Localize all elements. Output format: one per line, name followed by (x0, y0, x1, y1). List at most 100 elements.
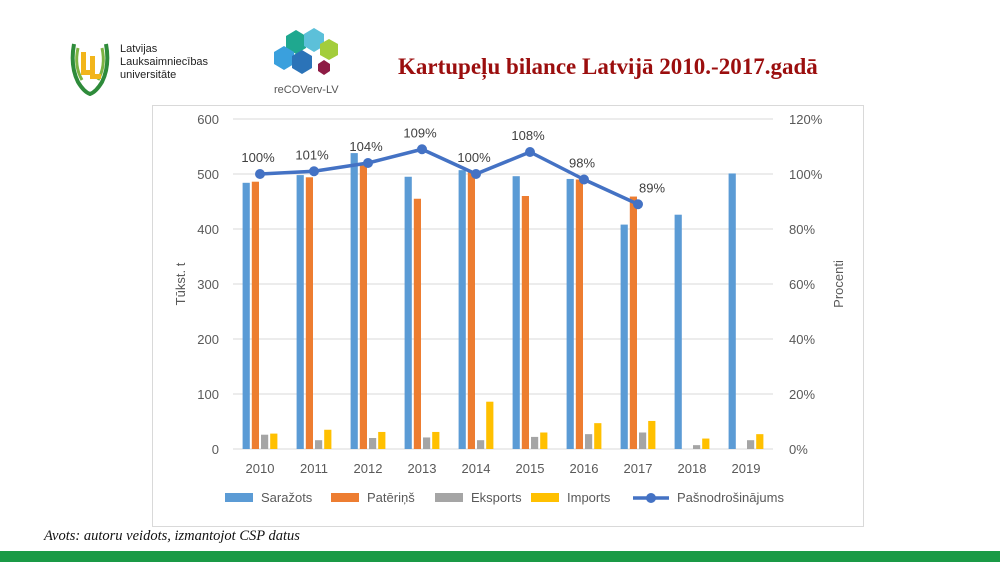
data-label: 98% (569, 156, 595, 171)
data-label: 101% (295, 147, 329, 162)
data-label: 100% (457, 150, 491, 165)
bar-imports-2017 (648, 420, 656, 449)
line-point-2013 (417, 144, 427, 155)
wheat-ll-emblem-icon (70, 43, 110, 97)
legend-swatch (435, 493, 463, 502)
bar-imports-2011 (324, 429, 332, 449)
bar-patēriņš-2011 (305, 177, 313, 450)
bar-saražots-2014 (458, 170, 466, 449)
bar-patēriņš-2017 (629, 196, 637, 449)
bar-eksports-2014 (477, 440, 485, 449)
bar-saražots-2016 (566, 178, 574, 449)
chart: 0 100 200 300 400 500 600 0% 20% 40% 60% 80% 100% 120… (173, 112, 846, 505)
x-tick-label: 2015 (516, 461, 545, 476)
legend-label: Saražots (261, 490, 313, 505)
bottom-bar (0, 551, 1000, 562)
y-right-tick-label: 120% (789, 112, 823, 127)
legend-marker (646, 493, 656, 503)
legend-swatch (531, 493, 559, 502)
bar-eksports-2010 (261, 434, 269, 449)
bar-imports-2018 (702, 438, 710, 449)
bar-imports-2014 (486, 401, 494, 449)
bar-eksports-2013 (423, 437, 431, 449)
legend-label: Pašnodrošinājums (677, 490, 784, 505)
bar-eksports-2011 (315, 440, 323, 449)
bar-patēriņš-2016 (575, 179, 583, 449)
bar-patēriņš-2014 (467, 172, 475, 449)
bar-imports-2010 (270, 433, 278, 449)
x-tick-label: 2016 (570, 461, 599, 476)
bar-eksports-2017 (639, 432, 647, 449)
data-label: 100% (241, 150, 275, 165)
bar-eksports-2015 (531, 436, 539, 449)
x-tick-label: 2012 (354, 461, 383, 476)
bar-patēriņš-2012 (359, 163, 367, 449)
x-tick-label: 2013 (408, 461, 437, 476)
line-point-2014 (471, 169, 481, 179)
x-tick-label: 2017 (624, 461, 653, 476)
y-right-tick-label: 80% (789, 222, 815, 237)
bar-saražots-2012 (350, 153, 358, 449)
bar-eksports-2018 (693, 445, 701, 449)
legend-label: Imports (567, 490, 611, 505)
legend-swatch (225, 493, 253, 502)
bar-saražots-2019 (728, 173, 736, 449)
project-brand: reCOVerv-LV (274, 84, 339, 96)
bar-eksports-2012 (369, 438, 377, 449)
legend-label: Eksports (471, 490, 522, 505)
y-right-tick-label: 0% (789, 442, 808, 457)
y-right-tick-label: 20% (789, 387, 815, 402)
line-point-2012 (363, 158, 373, 168)
y-right-tick-label: 60% (789, 277, 815, 292)
bar-patēriņš-2013 (413, 198, 421, 449)
line-point-2010 (255, 169, 265, 179)
y-left-tick-label: 400 (197, 222, 219, 237)
y-left-tick-label: 600 (197, 112, 219, 127)
y-left-tick-label: 100 (197, 387, 219, 402)
bar-patēriņš-2015 (521, 196, 529, 449)
bar-imports-2016 (594, 423, 602, 449)
bar-imports-2013 (432, 431, 440, 449)
legend-swatch (331, 493, 359, 502)
bar-imports-2015 (540, 432, 548, 449)
bar-eksports-2016 (585, 434, 593, 449)
y-left-tick-label: 500 (197, 167, 219, 182)
y-right-axis-label: Procenti (831, 260, 846, 308)
university-logo: Latvijas Lauksaimniecības universitāte (66, 38, 246, 98)
bar-saražots-2010 (242, 182, 250, 450)
bar-saražots-2017 (620, 224, 628, 449)
data-label: 104% (349, 139, 383, 154)
x-tick-label: 2011 (300, 461, 328, 476)
data-label: 89% (639, 180, 665, 195)
bar-eksports-2019 (747, 440, 755, 449)
line-point-2015 (525, 147, 535, 157)
bar-saražots-2013 (404, 176, 412, 449)
line-point-2017 (633, 199, 643, 210)
data-label: 109% (403, 125, 437, 140)
x-tick-label: 2018 (678, 461, 707, 476)
bar-imports-2012 (378, 431, 386, 449)
y-right-tick-label: 100% (789, 167, 823, 182)
x-tick-label: 2010 (246, 461, 275, 476)
line-pasnodrosinajums (259, 147, 639, 206)
chart-container: 0 100 200 300 400 500 600 0% 20% 40% 60% 80% 100% 120… (152, 105, 864, 527)
y-left-tick-label: 0 (212, 442, 219, 457)
legend-label: Patēriņš (367, 490, 415, 505)
line-point-2011 (309, 166, 319, 177)
hexagon-cluster-icon (274, 28, 338, 75)
bar-saražots-2015 (512, 176, 520, 449)
bar-saražots-2011 (296, 175, 304, 449)
source-note: Avots: autoru veidots, izmantojot CSP da… (44, 528, 300, 544)
data-label: 108% (511, 128, 545, 143)
y-left-tick-label: 300 (197, 277, 219, 292)
x-tick-label: 2019 (732, 461, 761, 476)
university-name: Latvijas Lauksaimniecības universitāte (120, 43, 209, 81)
bar-patēriņš-2010 (251, 181, 259, 449)
line-point-2016 (579, 174, 589, 185)
page-title: Kartupeļu bilance Latvijā 2010.-2017.gad… (398, 54, 818, 79)
bar-saražots-2018 (674, 214, 682, 449)
x-tick-label: 2014 (462, 461, 491, 476)
project-logo: reCOVerv-LV (272, 26, 372, 102)
y-left-tick-label: 200 (197, 332, 219, 347)
bar-imports-2019 (756, 434, 764, 449)
